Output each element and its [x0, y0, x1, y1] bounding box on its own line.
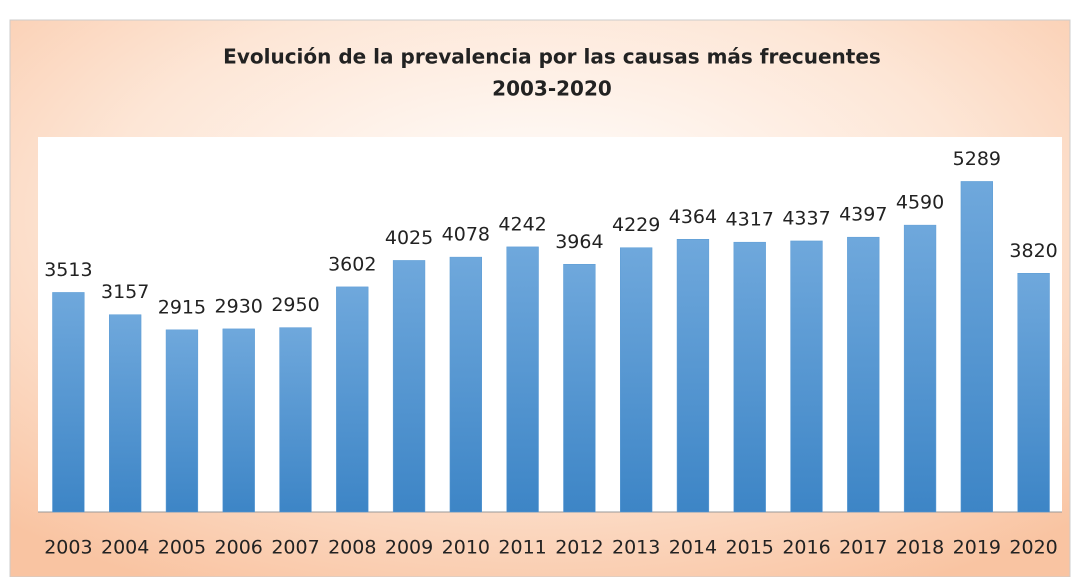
x-tick-label: 2004: [101, 537, 149, 559]
bar: [620, 247, 653, 513]
x-tick-label: 2005: [158, 537, 206, 559]
x-tick-label: 2003: [44, 537, 92, 559]
x-tick-label: 2010: [442, 537, 490, 559]
x-tick-label: 2012: [555, 537, 603, 559]
x-tick-label: 2019: [953, 537, 1001, 559]
bar: [506, 246, 539, 513]
bar: [222, 328, 255, 513]
x-tick-label: 2009: [385, 537, 433, 559]
bar: [733, 241, 766, 513]
bar: [392, 260, 426, 513]
x-tick-label: 2020: [1009, 537, 1057, 559]
bar: [563, 264, 596, 513]
data-label: 3157: [101, 281, 149, 303]
x-tick-label: 2017: [839, 537, 887, 559]
x-tick-label: 2013: [612, 537, 660, 559]
data-label: 4397: [839, 204, 887, 226]
data-label: 3513: [44, 259, 92, 281]
bar: [165, 329, 199, 513]
data-label: 4590: [896, 192, 944, 214]
data-label: 4337: [782, 207, 830, 229]
data-label: 3964: [555, 231, 603, 253]
bar: [336, 286, 369, 513]
bar: [109, 314, 142, 513]
x-tick-label: 2015: [726, 537, 774, 559]
x-tick-label: 2006: [215, 537, 263, 559]
bar: [1017, 273, 1050, 513]
x-tick-label: 2018: [896, 537, 944, 559]
data-label: 2915: [158, 296, 206, 318]
bar: [960, 181, 993, 513]
x-tick-label: 2011: [498, 537, 546, 559]
x-tick-label: 2007: [271, 537, 319, 559]
data-label: 3820: [1009, 240, 1057, 262]
data-label: 4025: [385, 227, 433, 249]
bar: [279, 327, 312, 513]
data-label: 3602: [328, 253, 376, 275]
data-label: 4317: [726, 209, 774, 231]
data-label: 4364: [669, 206, 717, 228]
bar: [52, 292, 85, 513]
data-label: 2950: [271, 294, 319, 316]
bar: [790, 240, 823, 513]
bar: [449, 256, 482, 513]
bar: [903, 224, 937, 513]
bar: [676, 239, 710, 513]
data-label: 4229: [612, 214, 660, 236]
plot-area: [38, 137, 1062, 512]
bar: [847, 236, 880, 513]
chart-subtitle: 2003-2020: [492, 77, 612, 101]
x-tick-label: 2014: [669, 537, 717, 559]
x-tick-label: 2008: [328, 537, 376, 559]
data-label: 2930: [215, 295, 263, 317]
data-label: 4078: [442, 224, 490, 246]
data-label: 4242: [498, 213, 546, 235]
data-label: 5289: [953, 148, 1001, 170]
x-tick-label: 2016: [782, 537, 830, 559]
chart-title: Evolución de la prevalencia por las caus…: [223, 45, 881, 69]
